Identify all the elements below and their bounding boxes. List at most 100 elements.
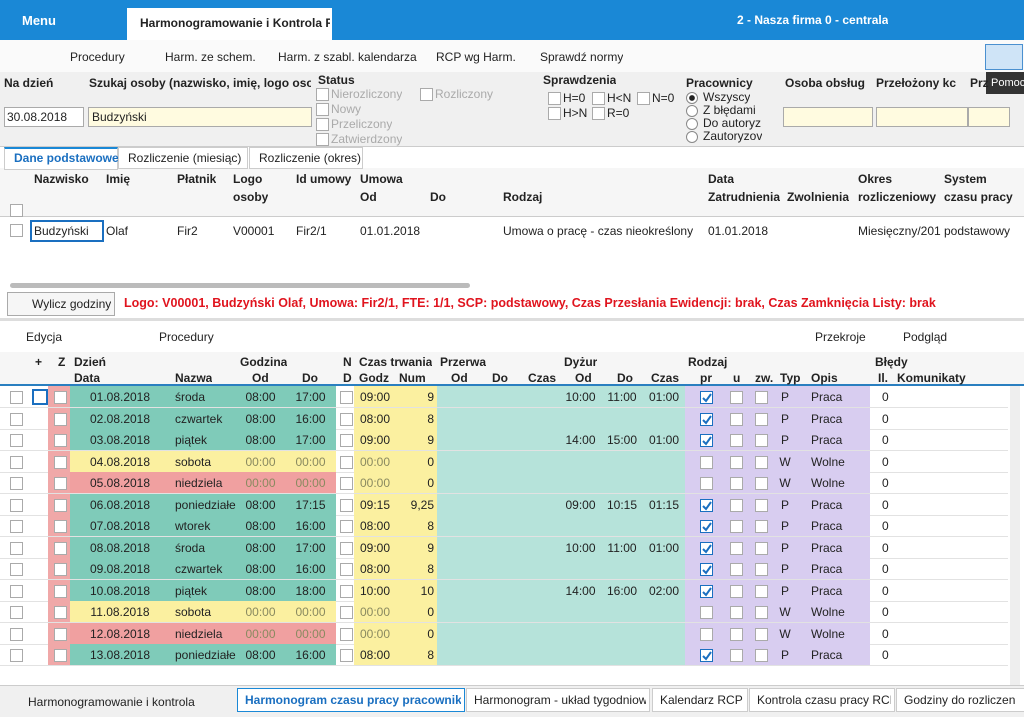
checkbox[interactable]: [730, 391, 743, 404]
checkbox[interactable]: [10, 477, 23, 490]
checkbox[interactable]: [340, 434, 353, 447]
radio[interactable]: [686, 131, 698, 143]
checkbox[interactable]: [340, 585, 353, 598]
checkbox[interactable]: [755, 391, 768, 404]
compute-button[interactable]: Wylicz godziny: [32, 297, 111, 311]
toolbar-button[interactable]: Edycja: [26, 330, 62, 344]
worker-option[interactable]: Do autoryz: [703, 116, 761, 130]
check-option[interactable]: H=0: [563, 91, 585, 105]
checkbox[interactable]: [700, 434, 713, 447]
toolbar-button[interactable]: Procedury: [70, 50, 125, 64]
checkbox[interactable]: [54, 628, 67, 641]
checkbox[interactable]: [54, 456, 67, 469]
checkbox[interactable]: [54, 477, 67, 490]
checkbox[interactable]: [316, 133, 329, 146]
toolbar-button[interactable]: Podgląd: [903, 330, 947, 344]
footer-tab[interactable]: Godziny do rozliczen: [904, 693, 1022, 707]
checkbox[interactable]: [730, 542, 743, 555]
checkbox[interactable]: [340, 499, 353, 512]
toolbar-button[interactable]: Procedury: [159, 330, 214, 344]
worker-option[interactable]: Wszyscy: [703, 90, 750, 104]
checkbox[interactable]: [730, 499, 743, 512]
footer-tab[interactable]: Harmonogram - układ tygodniowy: [474, 693, 646, 707]
app-tab[interactable]: Harmonogramowanie i Kontrola RCP: [140, 16, 330, 30]
toolbar-button[interactable]: RCP wg Harm.: [436, 50, 516, 64]
checkbox[interactable]: [700, 413, 713, 426]
dropdown[interactable]: [876, 107, 968, 127]
status-option[interactable]: Nierozliczony: [331, 87, 402, 101]
checkbox[interactable]: [10, 456, 23, 469]
checkbox[interactable]: [340, 628, 353, 641]
checkbox[interactable]: [54, 563, 67, 576]
checkbox[interactable]: [340, 391, 353, 404]
checkbox[interactable]: [10, 563, 23, 576]
checkbox[interactable]: [700, 606, 713, 619]
menu-button[interactable]: Menu: [22, 13, 56, 28]
radio[interactable]: [686, 92, 698, 104]
checkbox[interactable]: [10, 649, 23, 662]
status-option[interactable]: Przeliczony: [331, 117, 392, 131]
checkbox[interactable]: [340, 649, 353, 662]
tab[interactable]: Rozliczenie (miesiąc): [128, 151, 241, 165]
checkbox[interactable]: [755, 628, 768, 641]
checkbox[interactable]: [592, 92, 605, 105]
checkbox[interactable]: [10, 520, 23, 533]
checkbox[interactable]: [10, 542, 23, 555]
checkbox[interactable]: [755, 413, 768, 426]
status-option[interactable]: Nowy: [331, 102, 361, 116]
checkbox[interactable]: [730, 606, 743, 619]
checkbox[interactable]: [700, 585, 713, 598]
checkbox[interactable]: [730, 520, 743, 533]
checkbox[interactable]: [340, 606, 353, 619]
checkbox[interactable]: [755, 542, 768, 555]
checkbox[interactable]: [10, 585, 23, 598]
checkbox[interactable]: [755, 434, 768, 447]
checkbox[interactable]: [548, 107, 561, 120]
checkbox[interactable]: [10, 499, 23, 512]
status-option[interactable]: Zatwierdzony: [331, 132, 402, 146]
checkbox[interactable]: [340, 563, 353, 576]
check-option[interactable]: H<N: [607, 91, 631, 105]
checkbox[interactable]: [54, 413, 67, 426]
checkbox[interactable]: [10, 628, 23, 641]
checkbox[interactable]: [730, 434, 743, 447]
checkbox[interactable]: [730, 585, 743, 598]
checkbox[interactable]: [420, 88, 433, 101]
company[interactable]: 2 - Nasza firma 0 - centrala: [737, 13, 888, 27]
toolbar-button[interactable]: Harm. z szabl. kalendarza: [278, 50, 417, 64]
toolbar-button[interactable]: Harm. ze schem.: [165, 50, 256, 64]
dropdown[interactable]: [783, 107, 873, 127]
dropdown[interactable]: [968, 107, 1010, 127]
checkbox[interactable]: [10, 391, 23, 404]
checkbox[interactable]: [755, 520, 768, 533]
checkbox[interactable]: [10, 224, 23, 237]
checkbox[interactable]: [637, 92, 650, 105]
checkbox[interactable]: [755, 585, 768, 598]
checkbox[interactable]: [755, 606, 768, 619]
radio[interactable]: [686, 118, 698, 130]
check-option[interactable]: H>N: [563, 106, 587, 120]
checkbox[interactable]: [340, 520, 353, 533]
checkbox[interactable]: [10, 434, 23, 447]
module-selector[interactable]: Harmonogramowanie i kontrola: [28, 695, 195, 709]
worker-option[interactable]: Z błędami: [703, 103, 756, 117]
checkbox[interactable]: [700, 456, 713, 469]
checkbox[interactable]: [700, 649, 713, 662]
checkbox[interactable]: [700, 520, 713, 533]
checkbox[interactable]: [700, 391, 713, 404]
checkbox[interactable]: [54, 542, 67, 555]
checkbox[interactable]: [592, 107, 605, 120]
footer-tab[interactable]: Harmonogram czasu pracy pracowników: [245, 693, 461, 707]
checkbox[interactable]: [730, 649, 743, 662]
checkbox[interactable]: [54, 649, 67, 662]
checkbox[interactable]: [316, 103, 329, 116]
toolbar-button[interactable]: Sprawdź normy: [540, 50, 623, 64]
checkbox[interactable]: [316, 88, 329, 101]
checkbox[interactable]: [755, 456, 768, 469]
checkbox[interactable]: [755, 499, 768, 512]
checkbox[interactable]: [10, 606, 23, 619]
worker-option[interactable]: Zautoryzov: [703, 129, 762, 143]
tab[interactable]: Dane podstawowe: [14, 151, 119, 165]
checkbox[interactable]: [54, 391, 67, 404]
radio[interactable]: [686, 105, 698, 117]
